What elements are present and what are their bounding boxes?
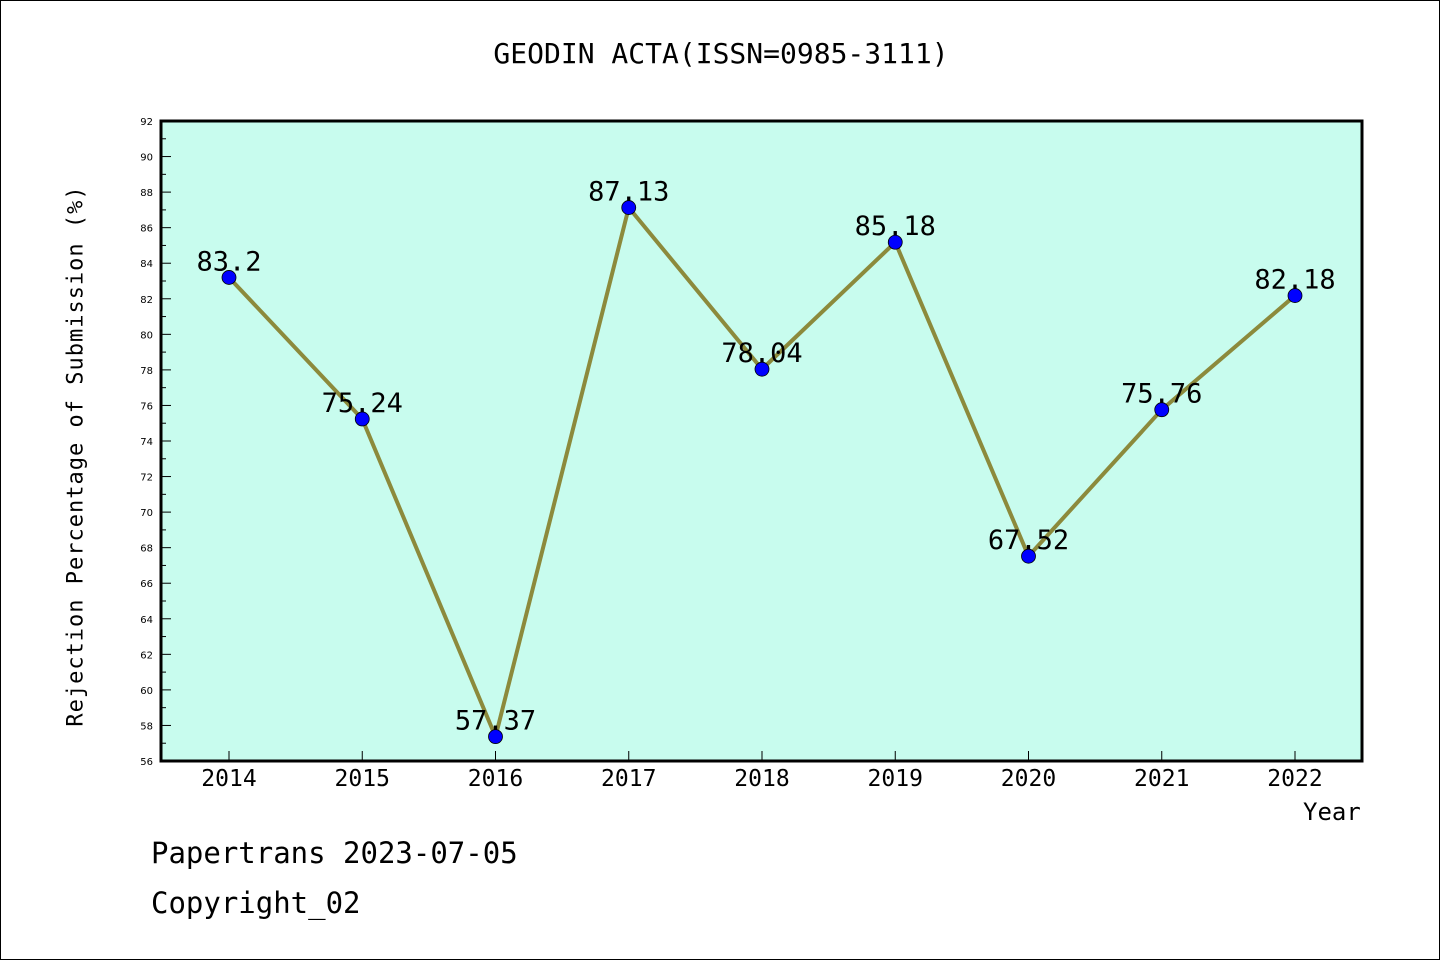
y-tick-label: 90: [140, 153, 153, 164]
x-tick-label: 2020: [1001, 766, 1056, 792]
data-label: 85.18: [855, 211, 936, 242]
y-tick-label: 60: [140, 686, 153, 697]
plot-frame: [159, 119, 1364, 763]
y-tick-label: 74: [140, 437, 153, 448]
data-point: [1154, 402, 1170, 418]
data-label: 78.04: [721, 338, 802, 369]
plot-area: [161, 121, 1362, 761]
y-tick-label: 78: [140, 366, 153, 377]
y-tick-label: 64: [140, 615, 153, 626]
data-label: 57.37: [455, 706, 536, 737]
y-tick-label: 80: [140, 330, 153, 341]
y-tick-label: 72: [140, 473, 153, 484]
footer-copyright-line: Copyright_02: [151, 886, 361, 920]
x-tick-label: 2016: [468, 766, 523, 792]
x-tick-label: 2018: [734, 766, 789, 792]
x-tick-label: 2015: [335, 766, 390, 792]
data-point: [754, 361, 770, 377]
data-point: [621, 200, 637, 215]
data-label: 75.76: [1121, 379, 1202, 410]
data-point: [354, 411, 370, 427]
y-tick-label: 62: [140, 650, 153, 661]
y-tick-label: 70: [140, 508, 153, 519]
x-tick-label: 2017: [601, 766, 656, 792]
data-point: [221, 270, 237, 285]
x-tick-label: 2022: [1267, 766, 1322, 792]
x-tick-label: 2014: [201, 766, 256, 792]
y-tick-label: 84: [140, 259, 153, 270]
chart-title: GEODIN ACTA(ISSN=0985-3111): [493, 37, 949, 70]
y-tick-label: 92: [140, 117, 153, 128]
x-axis-label: Year: [1303, 798, 1361, 826]
y-tick-label: 56: [140, 757, 153, 768]
y-tick-label: 82: [140, 295, 153, 306]
data-label: 67.52: [988, 525, 1069, 556]
data-label: 82.18: [1254, 265, 1335, 296]
data-point: [1287, 288, 1303, 303]
y-tick-label: 88: [140, 188, 153, 199]
data-label: 75.24: [322, 388, 403, 419]
x-tick-label: 2019: [868, 766, 923, 792]
data-point: [887, 234, 903, 250]
y-tick-label: 66: [140, 579, 153, 590]
data-label: 83.2: [196, 246, 261, 277]
data-point: [1021, 548, 1036, 564]
y-tick-label: 58: [140, 721, 153, 732]
footer-date-line: Papertrans 2023-07-05: [151, 836, 518, 870]
y-tick-label: 86: [140, 224, 153, 235]
x-tick-label: 2021: [1134, 766, 1189, 792]
data-point: [488, 729, 503, 745]
data-label: 87.13: [588, 177, 669, 208]
y-tick-label: 76: [140, 401, 153, 412]
y-tick-label: 68: [140, 544, 153, 555]
